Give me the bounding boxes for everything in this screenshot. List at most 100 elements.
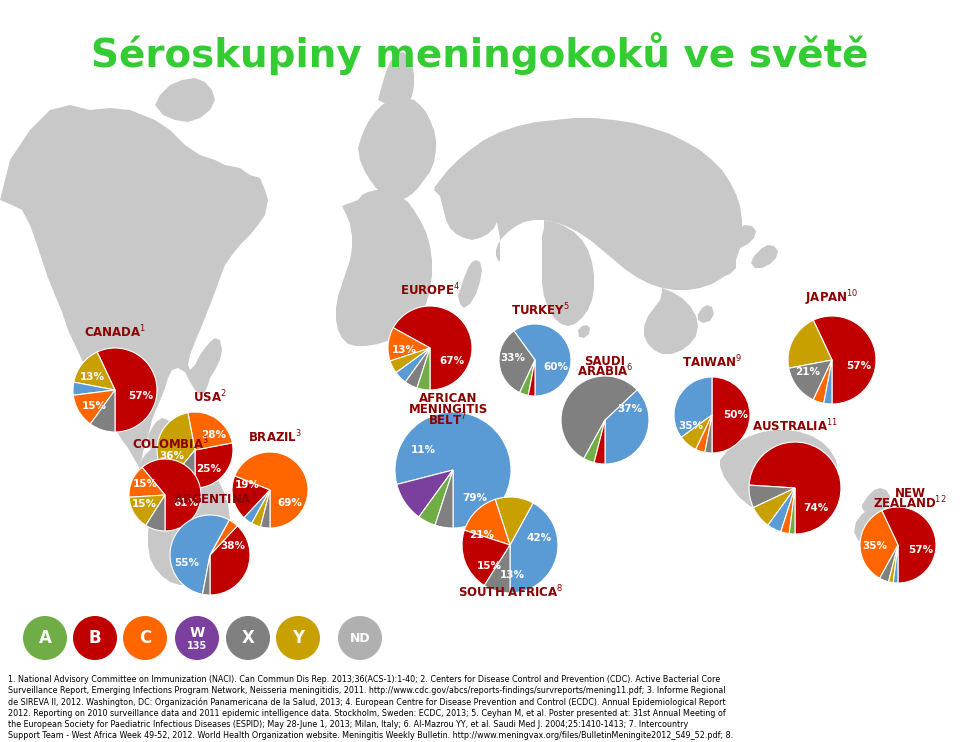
- Text: ARABIA$^{6}$: ARABIA$^{6}$: [577, 363, 634, 379]
- Polygon shape: [694, 252, 736, 280]
- Text: 55%: 55%: [174, 559, 199, 568]
- Wedge shape: [210, 526, 250, 595]
- Circle shape: [338, 616, 382, 660]
- Wedge shape: [712, 377, 750, 453]
- Text: 15%: 15%: [82, 401, 107, 411]
- Wedge shape: [405, 348, 430, 388]
- Wedge shape: [789, 488, 795, 534]
- Wedge shape: [195, 443, 233, 488]
- Text: 38%: 38%: [221, 541, 246, 551]
- Wedge shape: [824, 360, 832, 404]
- Text: NEW: NEW: [895, 487, 925, 500]
- Text: 13%: 13%: [80, 372, 105, 381]
- Text: A: A: [38, 629, 52, 647]
- Text: 19%: 19%: [234, 480, 259, 490]
- Circle shape: [73, 616, 117, 660]
- Text: COLOMBIA$^{3}$: COLOMBIA$^{3}$: [132, 436, 208, 452]
- Polygon shape: [751, 245, 778, 268]
- Wedge shape: [889, 545, 898, 582]
- Wedge shape: [705, 415, 712, 453]
- Wedge shape: [605, 390, 649, 464]
- Text: 36%: 36%: [159, 451, 184, 461]
- Polygon shape: [138, 445, 230, 585]
- Text: 57%: 57%: [846, 361, 871, 371]
- Polygon shape: [434, 168, 500, 240]
- Text: AFRICAN: AFRICAN: [419, 392, 477, 405]
- Wedge shape: [129, 495, 165, 525]
- Text: 1. National Advisory Committee on Immunization (NACI). Can Commun Dis Rep. 2013;: 1. National Advisory Committee on Immuni…: [8, 675, 733, 742]
- Wedge shape: [417, 348, 430, 390]
- Wedge shape: [435, 470, 453, 528]
- Wedge shape: [188, 412, 232, 450]
- Wedge shape: [860, 510, 898, 578]
- Text: 11%: 11%: [411, 444, 436, 455]
- Wedge shape: [674, 377, 712, 437]
- Circle shape: [123, 616, 167, 660]
- Wedge shape: [90, 390, 115, 432]
- Wedge shape: [789, 360, 832, 400]
- Wedge shape: [813, 360, 832, 403]
- Text: TURKEY$^{5}$: TURKEY$^{5}$: [511, 301, 569, 318]
- Wedge shape: [146, 495, 165, 531]
- Polygon shape: [148, 418, 172, 452]
- Wedge shape: [749, 485, 795, 508]
- Text: 60%: 60%: [543, 362, 568, 372]
- Text: ND: ND: [349, 631, 371, 645]
- Text: B: B: [88, 629, 102, 647]
- Polygon shape: [862, 488, 890, 516]
- Text: 15%: 15%: [476, 561, 501, 571]
- Wedge shape: [484, 545, 510, 593]
- Wedge shape: [519, 360, 535, 395]
- Text: USA$^{2}$: USA$^{2}$: [193, 388, 227, 405]
- Text: 79%: 79%: [463, 493, 488, 503]
- Wedge shape: [97, 348, 157, 432]
- Text: 35%: 35%: [679, 421, 704, 430]
- Text: 15%: 15%: [132, 499, 157, 509]
- Text: SAUDI: SAUDI: [585, 355, 626, 368]
- Circle shape: [226, 616, 270, 660]
- Wedge shape: [203, 555, 210, 595]
- Wedge shape: [495, 497, 533, 545]
- Wedge shape: [244, 490, 270, 523]
- Text: W: W: [189, 626, 204, 640]
- Wedge shape: [260, 490, 270, 528]
- Wedge shape: [696, 415, 712, 453]
- Text: 21%: 21%: [795, 367, 820, 378]
- Wedge shape: [561, 376, 637, 459]
- Polygon shape: [358, 98, 436, 200]
- Wedge shape: [754, 488, 795, 525]
- Wedge shape: [396, 348, 430, 382]
- Polygon shape: [0, 105, 268, 465]
- Polygon shape: [728, 225, 756, 248]
- Text: 37%: 37%: [617, 404, 642, 414]
- Wedge shape: [419, 470, 453, 525]
- Polygon shape: [434, 118, 742, 290]
- Wedge shape: [462, 531, 510, 585]
- Wedge shape: [171, 450, 195, 488]
- Text: 67%: 67%: [440, 356, 465, 367]
- Wedge shape: [528, 360, 535, 396]
- Wedge shape: [893, 545, 898, 583]
- Text: 42%: 42%: [526, 533, 551, 542]
- Polygon shape: [378, 52, 414, 108]
- Wedge shape: [813, 316, 876, 404]
- Text: 21%: 21%: [469, 530, 494, 540]
- Wedge shape: [465, 499, 510, 545]
- Text: X: X: [242, 629, 254, 647]
- Text: 25%: 25%: [196, 464, 221, 474]
- Text: BELT$^{7}$: BELT$^{7}$: [428, 411, 468, 428]
- Wedge shape: [682, 415, 712, 450]
- Wedge shape: [594, 420, 605, 464]
- Wedge shape: [780, 488, 795, 533]
- Wedge shape: [510, 503, 558, 593]
- Wedge shape: [73, 382, 115, 395]
- Text: 69%: 69%: [277, 498, 302, 508]
- Text: 15%: 15%: [133, 479, 158, 489]
- Wedge shape: [388, 328, 430, 361]
- Wedge shape: [499, 331, 535, 393]
- Text: AUSTRALIA$^{11}$: AUSTRALIA$^{11}$: [752, 418, 838, 434]
- Wedge shape: [129, 467, 165, 497]
- Text: 57%: 57%: [128, 391, 153, 401]
- Wedge shape: [390, 348, 430, 372]
- Text: Séroskupiny meningokoků ve světě: Séroskupiny meningokoků ve světě: [91, 32, 869, 75]
